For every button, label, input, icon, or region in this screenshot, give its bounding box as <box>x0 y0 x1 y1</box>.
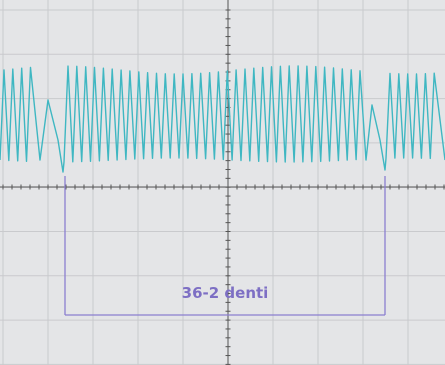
bracket <box>64 176 386 316</box>
annotation-label: 36-2 denti <box>182 284 269 302</box>
waveform <box>0 65 445 173</box>
